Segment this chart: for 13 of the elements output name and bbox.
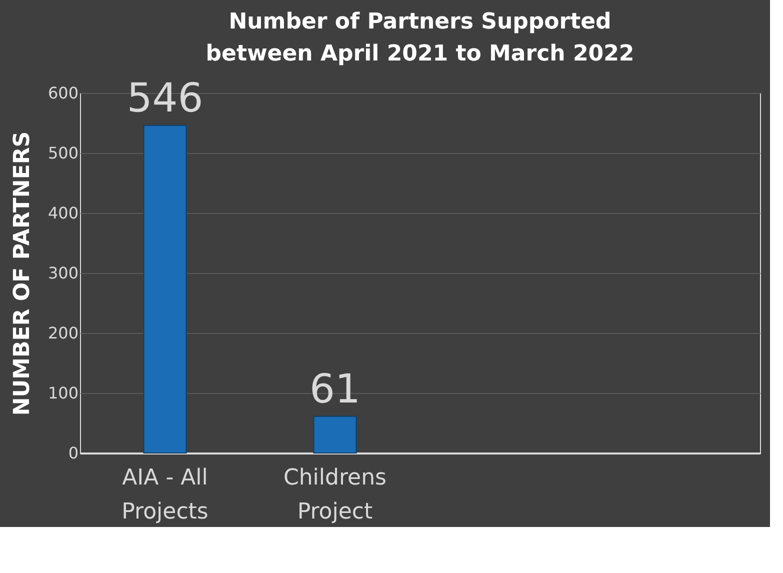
x-tick-label: AIA - All Projects (122, 466, 208, 524)
y-tick-label: 500 (48, 144, 78, 162)
data-label: 546 (126, 75, 204, 122)
x-tick-label: Childrens Project (284, 466, 386, 524)
y-tick-label: 600 (48, 84, 78, 102)
y-tick-label: 300 (48, 264, 78, 282)
y-tick-label: 200 (48, 324, 78, 342)
data-label: 61 (310, 366, 360, 412)
chart-title: Number of Partners Supported between April 2021 to March 2022 (206, 9, 634, 66)
y-axis-title: NUMBER OF PARTNERS (10, 131, 35, 416)
y-tick-label: 400 (48, 204, 78, 222)
y-tick-label: 0 (68, 444, 78, 462)
y-tick-label: 100 (48, 384, 78, 402)
